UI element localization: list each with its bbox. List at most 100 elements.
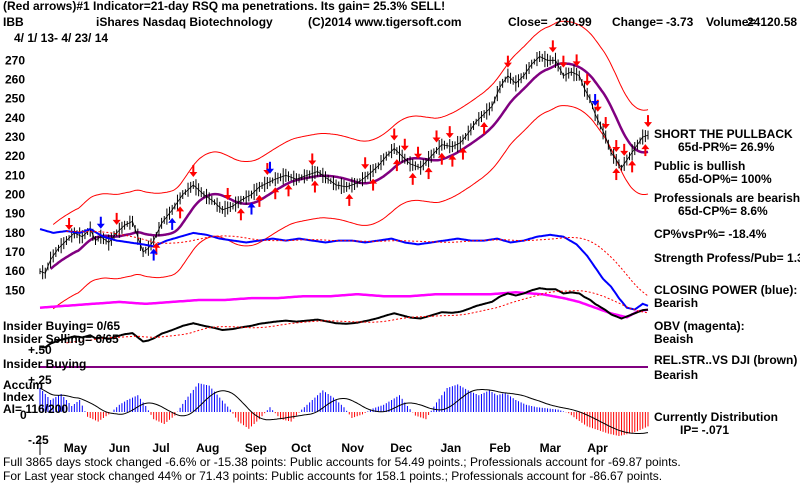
op-text: 65d-OP%= 100% [678, 172, 772, 186]
cp-sell-arrow [591, 101, 600, 107]
x-tick-label: Jan [440, 441, 461, 455]
obv-label: OBV (magenta): [654, 319, 745, 333]
y-tick-label: 170 [5, 245, 25, 259]
accum-label: Accum [3, 378, 44, 392]
date-range: 4/ 1/ 13- 4/ 23/ 14 [14, 31, 109, 45]
obv-line [39, 291, 649, 319]
y-tick-label: 250 [5, 92, 25, 106]
x-tick-label: Mar [540, 441, 562, 455]
lower-band-line [52, 105, 649, 310]
close-label: Close= [508, 15, 548, 29]
sell-arrow [644, 122, 652, 128]
copyright-text: (C)2014 www.tigersoft.com [308, 15, 462, 29]
y-tick-label: 210 [5, 168, 25, 182]
professionals-text: Professionals are bearish [654, 191, 800, 205]
sell-arrow [593, 106, 602, 112]
y-tick-label: 180 [5, 226, 25, 240]
buy-arrow [480, 122, 489, 128]
insider-selling-count: Insider Selling= 6/65 [3, 332, 119, 346]
y-tick-label: 150 [5, 283, 25, 297]
x-tick-label: Jul [152, 441, 169, 455]
footer-line-1-text: 65 days stock changed -6.6% or -15.38 po… [39, 455, 681, 469]
sell-arrow [559, 62, 568, 68]
sell-arrow [400, 145, 409, 151]
x-tick-label: Jun [109, 441, 130, 455]
indicator-headline: (Red arrows)#1 Indicator=21-day RSQ ma p… [3, 0, 446, 13]
sell-arrow [308, 160, 317, 166]
rel-strength-line [39, 287, 649, 349]
y-tick-label: 220 [5, 149, 25, 163]
change-label: Change= [612, 15, 664, 29]
volume-value: 24120.58 [747, 15, 798, 29]
buy-arrow [448, 154, 457, 160]
sell-arrow [583, 80, 592, 86]
change-value: -3.73 [666, 15, 694, 29]
sell-arrow [601, 124, 610, 130]
closing-power-state: Bearish [654, 296, 699, 310]
sell-arrow [65, 225, 74, 231]
cp-text: 65d-CP%= 8.6% [678, 204, 768, 218]
relstr-label: REL.STR..VS DJI (brown) [654, 353, 798, 367]
accum-ma-line [39, 387, 649, 434]
buy-arrow [424, 167, 433, 173]
closing-power-ma-line [66, 230, 649, 297]
ticker-label: IBB [3, 15, 24, 29]
x-tick-label: Dec [390, 441, 412, 455]
moving-average-line [49, 62, 649, 270]
buy-arrow [284, 184, 293, 190]
y-tick-label: 270 [5, 53, 25, 67]
sell-arrow [112, 219, 121, 225]
sell-arrow [572, 61, 581, 67]
strength-text: Strength Profess/Pub= 1.3 [654, 251, 800, 265]
x-tick-label: Sep [245, 441, 267, 455]
y-tick-label: 260 [5, 73, 25, 87]
buy-arrow [152, 242, 161, 248]
sell-arrow [548, 47, 557, 53]
signal-text: SHORT THE PULLBACK [654, 127, 793, 141]
accum-minus25: -.25 [28, 433, 49, 447]
x-tick-label: Oct [291, 441, 311, 455]
closing-power-label: CLOSING POWER (blue): [654, 283, 798, 297]
buy-arrow [310, 180, 319, 186]
buy-arrow [628, 160, 637, 166]
upper-band-line [52, 20, 649, 225]
accum-plus50: +.50 [28, 343, 52, 357]
public-text: Public is bullish [654, 159, 746, 173]
insider-buying-count: Insider Buying= 0/65 [3, 319, 121, 333]
y-tick-label: 240 [5, 111, 25, 125]
buy-arrow [369, 178, 378, 184]
fund-name: iShares Nasdaq Biotechnology [96, 15, 273, 29]
cp-sell-arrow [96, 223, 105, 229]
buy-arrow [345, 193, 354, 199]
x-tick-label: Feb [489, 441, 510, 455]
buy-arrow [408, 172, 417, 178]
sell-arrow [432, 137, 441, 143]
sell-arrow [414, 153, 423, 159]
sell-arrow [223, 194, 232, 200]
cp-buy-arrow [247, 202, 256, 208]
cpvspr-text: CP%vsPr%= -18.4% [654, 227, 767, 241]
sell-arrow [620, 150, 629, 156]
y-tick-label: 200 [5, 188, 25, 202]
sell-arrow [503, 62, 512, 68]
price-line [39, 56, 649, 274]
buy-arrow [612, 168, 621, 174]
y-tick-label: 160 [5, 264, 25, 278]
sell-arrow [390, 135, 399, 141]
volume-label: Volume= [706, 15, 756, 29]
footer-line-1: Full 3865 days stock changed -6.6% or -1… [3, 456, 681, 469]
sell-arrow [445, 133, 454, 139]
footer-line-1-prefix: Full 38 [3, 455, 40, 469]
ai-text: AI= 116/200 [3, 402, 69, 416]
ip-text: IP= -.071 [680, 423, 730, 437]
pr-text: 65d-PR%= 26.9% [678, 140, 775, 154]
x-tick-label: Aug [196, 441, 219, 455]
buy-arrow [437, 152, 446, 158]
insider-buying-label: Insider Buying [3, 357, 87, 371]
buy-arrow [176, 206, 185, 212]
close-value: 230.99 [555, 15, 592, 29]
buy-arrow [392, 159, 401, 165]
cp-buy-arrow [168, 217, 177, 223]
buy-arrow [271, 187, 280, 193]
